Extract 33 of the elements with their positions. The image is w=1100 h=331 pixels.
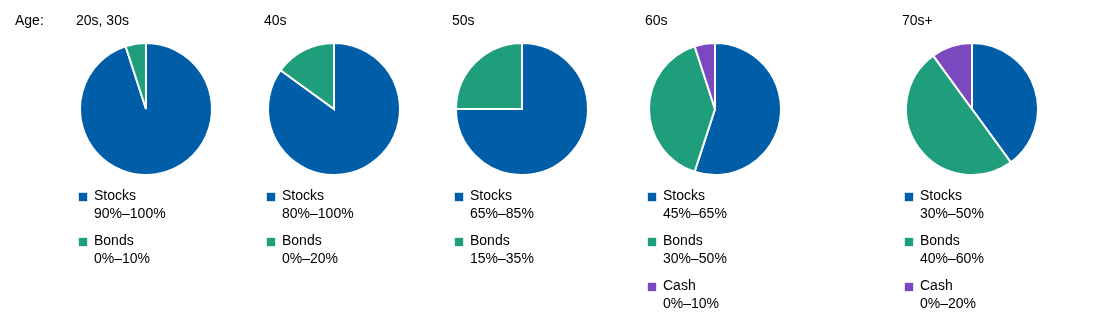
chart-title: 70s+	[902, 12, 933, 28]
legend-label: Bonds	[663, 232, 703, 248]
text: 65%–85%	[470, 205, 534, 221]
legend-label: Bonds	[920, 232, 960, 248]
text: 45%–65%	[663, 205, 727, 221]
legend-label: Stocks	[663, 187, 706, 203]
text: 80%–100%	[282, 205, 354, 221]
chart-title: 40s	[264, 12, 287, 28]
text: 40%–60%	[920, 250, 984, 266]
chart-title: 20s, 30s	[76, 12, 129, 28]
legend-label: Stocks	[470, 187, 513, 203]
pie-slice	[455, 42, 589, 176]
legend-label: Stocks	[920, 187, 963, 203]
pie-slice	[267, 42, 401, 176]
text: 30%–50%	[663, 250, 727, 266]
text: 30%–50%	[920, 205, 984, 221]
text: 0%–10%	[663, 295, 720, 311]
chart-title: 60s	[645, 12, 668, 28]
legend-label: Stocks	[94, 187, 137, 203]
text: 90%–100%	[94, 205, 166, 221]
text: 0%–20%	[920, 295, 977, 311]
legend-label: Bonds	[282, 232, 322, 248]
text: 0%–20%	[282, 250, 339, 266]
legend-label: Bonds	[94, 232, 134, 248]
text: Age:	[15, 12, 44, 28]
legend-label: Bonds	[470, 232, 510, 248]
legend-label: Cash	[663, 277, 696, 293]
text: 0%–10%	[94, 250, 151, 266]
legend-label: Stocks	[282, 187, 325, 203]
pie-slice	[79, 42, 213, 176]
legend-label: Cash	[920, 277, 953, 293]
text: 15%–35%	[470, 250, 534, 266]
chart-title: 50s	[452, 12, 475, 28]
